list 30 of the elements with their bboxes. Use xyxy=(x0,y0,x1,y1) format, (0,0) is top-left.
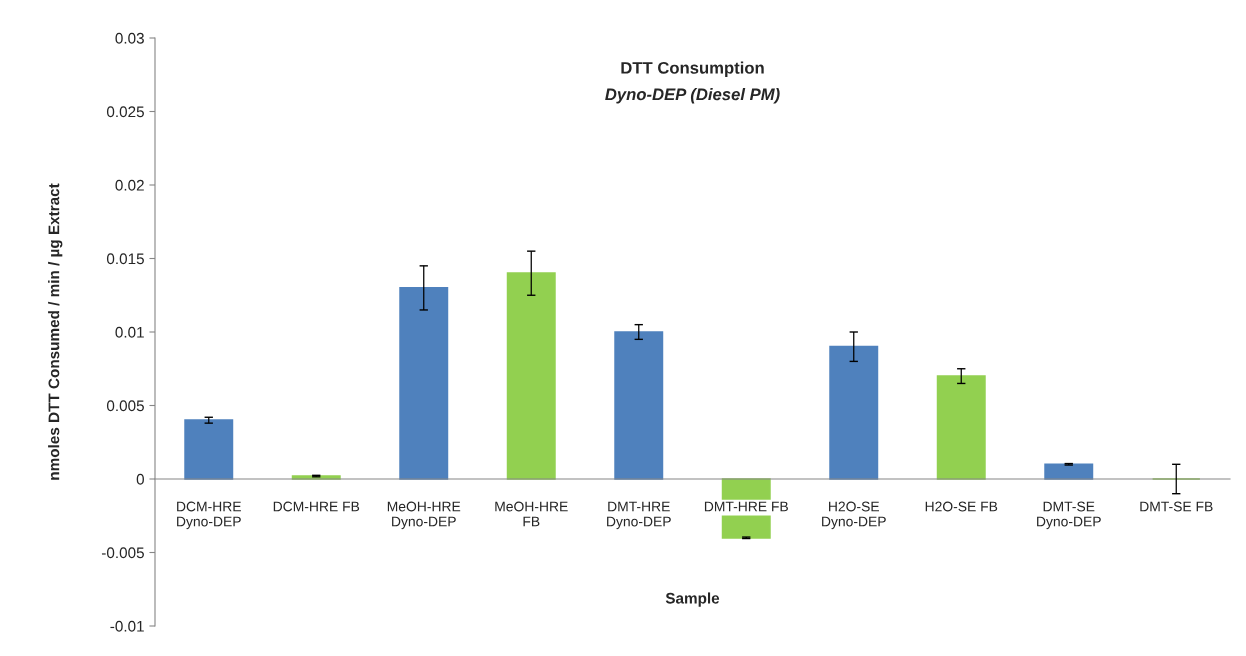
x-tick-label: DMT-HRE Dyno-DEP xyxy=(607,501,671,530)
x-tick-label: DMT-SE Dyno-DEP xyxy=(1037,501,1101,530)
x-tick-label: H2O-SE Dyno-DEP xyxy=(822,501,886,530)
bar xyxy=(184,419,234,480)
bar xyxy=(936,375,986,480)
x-tick-label: DMT-HRE FB xyxy=(704,501,788,512)
bar xyxy=(829,345,879,480)
x-tick-label: MeOH-HRE FB xyxy=(495,501,568,527)
y-tick-label: 0 xyxy=(136,473,144,485)
x-axis-title: Sample xyxy=(665,592,720,607)
text: DTT Consumption xyxy=(621,61,764,78)
x-tick-label: MeOH-HRE Dyno-DEP xyxy=(387,501,461,530)
y-tick-label: -0.01 xyxy=(110,620,144,632)
x-tick-label: DMT-SE FB xyxy=(1140,501,1213,512)
y-tick-label: -0.005 xyxy=(101,547,144,559)
y-axis-title: nmoles DTT Consumed / min / µg Extract xyxy=(48,183,63,480)
bar xyxy=(399,287,449,480)
bar xyxy=(614,331,664,480)
y-tick-label: 0.02 xyxy=(115,179,144,191)
x-tick-label: H2O-SE FB xyxy=(925,501,998,512)
y-tick-label: 0.015 xyxy=(106,253,144,265)
y-tick-label: 0.025 xyxy=(106,106,144,118)
y-tick-label: 0.005 xyxy=(106,400,144,412)
x-tick-label: DCM-HRE FB xyxy=(273,501,360,512)
y-tick-label: 0.03 xyxy=(115,32,144,44)
text: Dyno-DEP (Diesel PM) xyxy=(605,87,780,104)
y-tick-label: 0.01 xyxy=(115,326,144,338)
bar xyxy=(1044,463,1094,480)
bar xyxy=(506,272,556,480)
x-tick-label: DCM-HRE Dyno-DEP xyxy=(177,501,241,530)
